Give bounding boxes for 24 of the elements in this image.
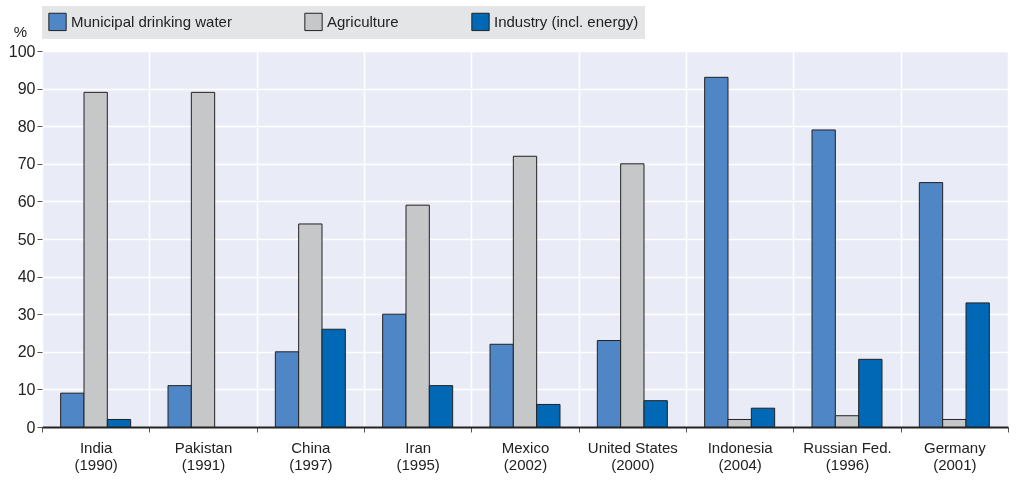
x-tick-label: Iran (1995) [396, 438, 440, 473]
y-tick-label: 10 [17, 380, 36, 398]
x-tick-label: Pakistan (1991) [174, 438, 233, 473]
y-tick-label: 40 [17, 268, 36, 286]
legend-label: Industry (incl. energy) [494, 12, 639, 30]
y-tick-label: 80 [17, 117, 36, 135]
y-tick-label: 50 [17, 230, 36, 248]
y-tick-label: 70 [17, 155, 36, 173]
x-tick-label: India (1990) [74, 438, 118, 473]
y-tick-label: 60 [17, 192, 36, 210]
y-tick-label: 20 [17, 343, 36, 361]
y-tick-label: 100 [8, 42, 36, 60]
x-tick-label: Germany (2001) [923, 438, 987, 473]
y-axis-title: % [13, 22, 28, 40]
legend-label: Municipal drinking water [71, 12, 232, 30]
y-tick-label: 30 [17, 305, 36, 323]
x-tick-label: United States (2000) [587, 438, 678, 473]
x-tick-label: Mexico (2002) [501, 438, 550, 473]
y-tick-label: 90 [17, 80, 36, 98]
x-tick-label: China (1997) [289, 438, 333, 473]
legend-label: Agriculture [327, 12, 399, 30]
y-tick-label: 0 [26, 418, 36, 436]
x-tick-label: Russian Fed. (1996) [803, 438, 892, 473]
x-tick-label: Indonesia (2004) [707, 438, 774, 473]
